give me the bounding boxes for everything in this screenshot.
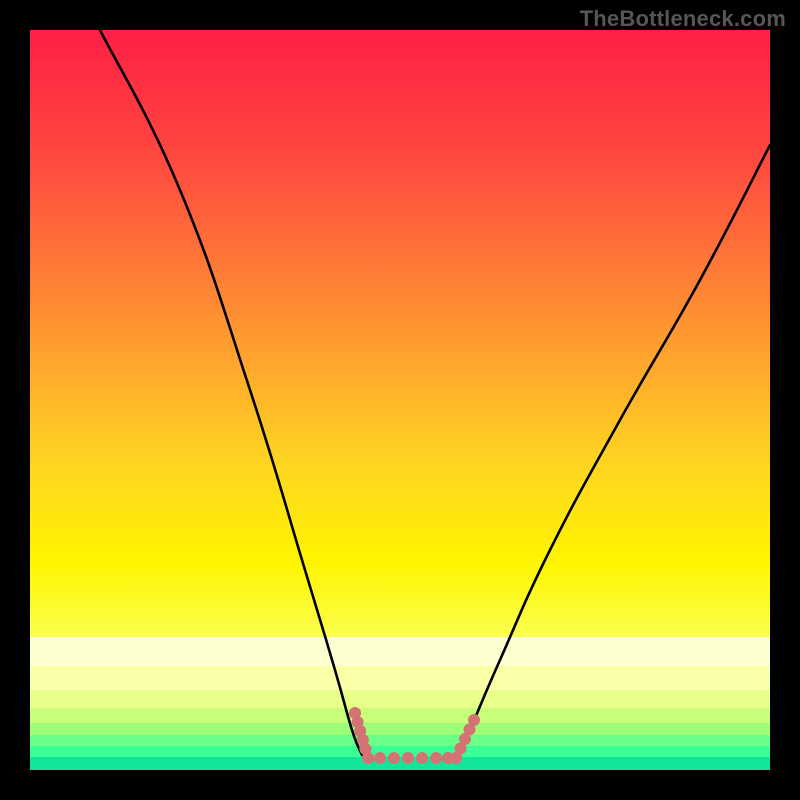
- curve-right: [458, 145, 770, 755]
- marker-dot: [468, 714, 480, 726]
- marker-dot: [374, 752, 386, 764]
- plot-area: [30, 30, 770, 770]
- curve-left: [100, 30, 362, 755]
- marker-dot: [388, 752, 400, 764]
- plot-overlay: [30, 30, 770, 770]
- chart-frame: TheBottleneck.com: [0, 0, 800, 800]
- marker-dot: [402, 752, 414, 764]
- watermark-text: TheBottleneck.com: [580, 6, 786, 32]
- marker-dot: [362, 752, 374, 764]
- marker-dot: [430, 752, 442, 764]
- marker-dot: [416, 752, 428, 764]
